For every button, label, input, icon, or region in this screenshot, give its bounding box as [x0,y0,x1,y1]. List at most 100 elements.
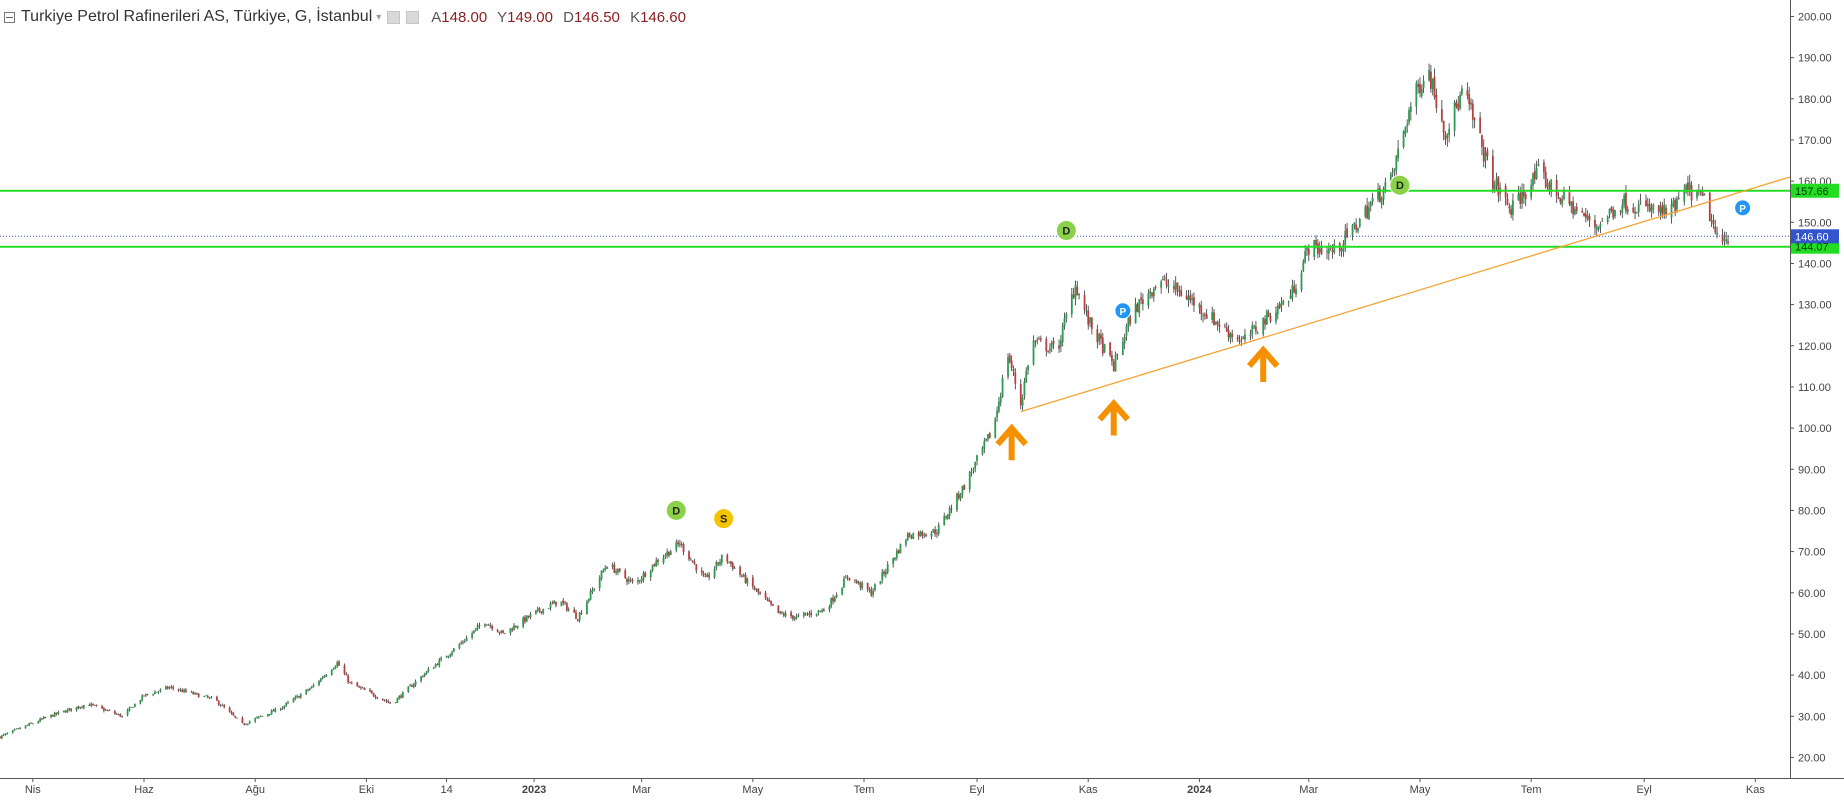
candle-body [565,603,568,611]
candle-body [1249,334,1252,337]
candle-body [299,694,302,698]
candle-body [1457,104,1460,110]
candle-body [205,695,207,697]
candle-body [1493,185,1496,192]
candle-body [409,685,412,687]
candle-body [219,705,222,706]
candle-body [695,564,698,571]
candle-body [1165,279,1168,286]
event-marker[interactable] [713,508,735,530]
candle-body [782,613,785,616]
candle-body [1555,179,1558,197]
candle-body [491,626,494,630]
candle-body [1595,227,1598,230]
candle-body [1176,282,1179,292]
candle-body [1548,183,1551,190]
trend-line[interactable] [1020,176,1791,413]
candle-body [1497,176,1500,196]
event-marker[interactable] [1734,199,1752,217]
candle-body [679,543,681,545]
price-tick-label: 60.00 [1798,588,1826,600]
candle-body [669,551,672,556]
event-marker[interactable] [665,499,687,521]
event-marker[interactable] [1389,174,1411,196]
candle-body [210,697,213,698]
candle-body [128,707,131,711]
price-tick-label: 70.00 [1798,547,1826,559]
collapse-toggle-icon[interactable]: − [4,10,15,24]
candle-body [1136,304,1139,313]
candle-body [1524,194,1527,200]
candle-body [1727,241,1729,244]
candle-body [1517,193,1520,200]
candle-body [1014,372,1017,384]
candle-body [817,610,820,614]
candle-body [1116,354,1119,356]
candle-body [463,641,466,642]
chevron-down-icon[interactable]: ▾ [376,11,382,23]
candle-body [206,696,209,698]
candle-body [906,533,909,540]
candle-body [1316,243,1319,255]
candle-body [312,685,315,687]
candle-body [1140,297,1142,300]
candle-body [0,735,3,739]
candle-body [177,689,180,691]
candle-body [631,580,634,582]
candle-body [257,716,260,718]
candle-body [934,529,937,535]
candle-body [349,682,351,683]
candle-body [1306,247,1308,251]
candle-body [1466,90,1469,96]
candle-body [267,714,269,717]
candle-body [899,544,902,554]
candle-body [39,718,42,722]
candle-body [1650,207,1653,213]
candle-body [130,706,133,708]
candle-body [784,613,787,617]
candle-body [1368,207,1370,219]
event-marker[interactable] [1114,302,1132,320]
candle-body [564,602,566,604]
candle-body [1419,83,1421,93]
candle-body [580,612,583,614]
ohlc-open-value: 148.00 [441,8,488,26]
candle-body [1479,117,1482,134]
event-marker[interactable] [1055,220,1077,242]
candle-body [1382,188,1385,200]
candle-body [1327,248,1330,254]
candle-body [551,603,554,604]
candle-body [396,698,399,703]
candle-body [1202,315,1204,317]
up-arrow-icon [1246,345,1280,368]
candle-body [1422,80,1425,88]
candle-body [70,708,72,711]
candle-body [1121,341,1124,355]
candle-body [1333,243,1336,253]
settings-icon[interactable] [406,10,420,24]
candle-body [6,733,9,735]
candle-body [425,671,428,675]
candle-body [708,574,710,578]
candle-body [141,695,144,701]
candle-body [948,507,951,516]
candle-body [1251,325,1254,335]
candle-body [1129,315,1132,325]
candle-body [730,561,732,564]
candle-body [759,592,762,594]
candle-body [841,587,844,595]
candle-body [407,686,410,692]
candle-body [1227,329,1230,338]
candle-body [553,600,556,604]
candle-body [190,691,193,693]
candle-body [1455,102,1458,107]
candle-body [1468,94,1471,105]
candle-body [883,571,885,574]
candle-body [1639,201,1642,203]
candle-body [1378,187,1381,202]
visibility-icon[interactable] [387,10,401,24]
candle-body [790,612,792,617]
symbol-title[interactable]: Turkiye Petrol Rafinerileri AS, Türkiye,… [21,8,373,25]
